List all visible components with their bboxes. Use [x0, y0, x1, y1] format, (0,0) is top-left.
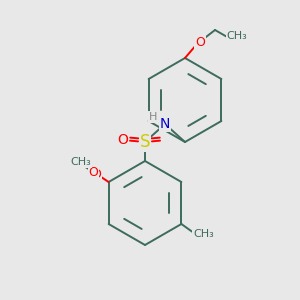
Text: CH₃: CH₃ — [70, 157, 91, 167]
Text: S: S — [140, 133, 150, 151]
Text: N: N — [160, 117, 170, 131]
Text: O: O — [92, 167, 102, 181]
Text: O: O — [89, 166, 99, 178]
Text: H: H — [149, 112, 157, 122]
Text: CH₃: CH₃ — [226, 31, 248, 41]
Text: O: O — [118, 133, 128, 147]
Text: CH₃: CH₃ — [193, 229, 214, 239]
Text: O: O — [195, 35, 205, 49]
